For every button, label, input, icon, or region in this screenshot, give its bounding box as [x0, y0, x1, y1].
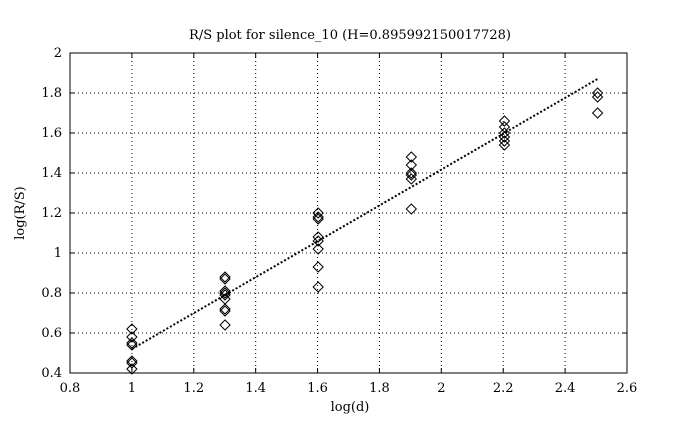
data-point: [312, 231, 324, 243]
x-axis-label: log(d): [331, 400, 370, 415]
data-point: [219, 271, 231, 283]
data-point: [591, 87, 604, 99]
data-point: [312, 211, 324, 223]
data-point: [126, 323, 138, 335]
y-tick-label: 1.8: [41, 86, 62, 101]
x-tick-label: 2.2: [493, 381, 514, 396]
x-tick-label: 1.4: [245, 381, 266, 396]
data-point: [126, 337, 138, 349]
x-tick-label: 0.8: [60, 381, 81, 396]
data-point: [126, 331, 138, 343]
data-point: [312, 235, 324, 247]
data-point: [498, 127, 511, 139]
data-point: [219, 273, 231, 285]
chart-title: R/S plot for silence_10 (H=0.89599215001…: [189, 28, 511, 43]
y-tick-label: 0.6: [41, 326, 62, 341]
y-tick-label: 0.8: [41, 286, 62, 301]
data-point: [498, 135, 511, 147]
data-point: [126, 339, 138, 351]
data-point: [498, 139, 511, 151]
data-point: [126, 355, 138, 367]
y-tick-label: 1.6: [41, 126, 62, 141]
data-point: [219, 285, 231, 297]
data-point: [498, 121, 511, 133]
x-axis-ticks: 0.8 1 1.2 1.4 1.6 1.8 2 2.2 2.4 2.6: [60, 53, 638, 396]
fit-line: [131, 78, 599, 350]
data-point: [312, 207, 324, 219]
data-point: [405, 169, 418, 181]
data-point: [405, 151, 418, 163]
x-tick-label: 1.6: [307, 381, 328, 396]
x-tick-label: 2.6: [617, 381, 638, 396]
y-tick-label: 1: [54, 246, 62, 261]
data-point: [219, 287, 231, 299]
data-point: [219, 319, 231, 331]
plot-frame: [69, 52, 628, 374]
data-point: [126, 363, 138, 375]
x-tick-label: 1: [128, 381, 136, 396]
data-point: [312, 261, 324, 273]
data-point: [312, 243, 324, 255]
data-point: [405, 167, 418, 179]
data-point: [498, 115, 511, 127]
y-tick-label: 2: [54, 46, 62, 61]
x-tick-label: 1.2: [183, 381, 204, 396]
data-point: [219, 289, 231, 301]
data-point: [591, 91, 604, 103]
data-point: [312, 213, 324, 225]
data-point: [405, 173, 418, 185]
data-point: [219, 305, 231, 317]
data-point: [498, 131, 511, 143]
y-axis-ticks: 0.4 0.6 0.8 1 1.2 1.4 1.6 1.8 2: [41, 46, 627, 381]
x-tick-label: 2: [437, 381, 445, 396]
data-point: [405, 203, 418, 215]
data-point: [312, 281, 324, 293]
y-tick-label: 0.4: [41, 366, 62, 381]
grid-lines: [70, 53, 627, 373]
x-tick-label: 2.4: [555, 381, 576, 396]
data-point: [219, 303, 231, 315]
data-point: [126, 357, 138, 369]
x-tick-label: 1.8: [369, 381, 390, 396]
data-points: [126, 87, 604, 375]
data-point: [591, 107, 604, 119]
y-tick-label: 1.4: [41, 166, 62, 181]
y-tick-label: 1.2: [41, 206, 62, 221]
y-axis-label: log(R/S): [13, 186, 28, 240]
